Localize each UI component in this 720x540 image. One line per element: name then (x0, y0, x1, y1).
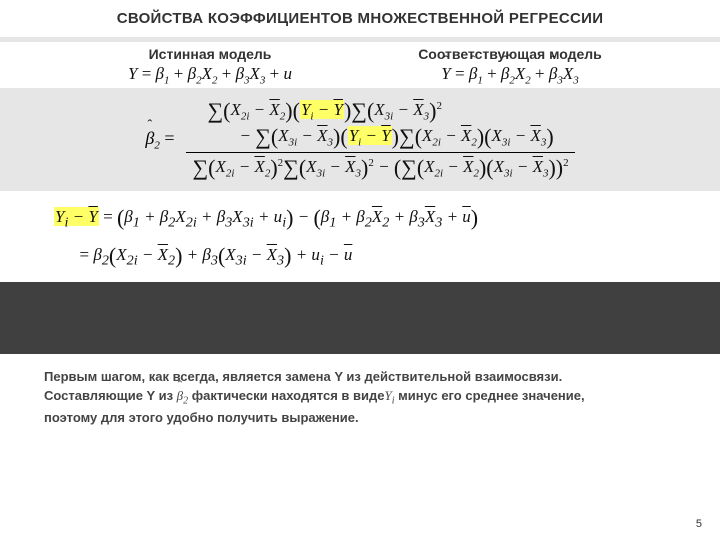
fitted-model-col: Соответствующая модель Y = β1 + β2X2 + β… (360, 46, 660, 86)
caption: Первым шагом, как всегда, является замен… (0, 354, 720, 428)
caption-line2b: фактически находятся в виде (188, 388, 384, 403)
page-number: 5 (696, 518, 702, 530)
caption-line1: Первым шагом, как всегда, является замен… (44, 369, 562, 384)
fitted-model-equation: Y = β1 + β2X2 + β3X3 (360, 64, 660, 86)
true-model-col: Истинная модель Y = β1 + β2X2 + β3X3 + u (60, 46, 360, 86)
beta2-band: β2 = ∑(X2i − X2)(Yi − Y)∑(X3i − X3)2 − ∑… (0, 88, 720, 191)
caption-line3: поэтому для этого удобно получить выраже… (44, 410, 359, 425)
models-row: Истинная модель Y = β1 + β2X2 + β3X3 + u… (0, 42, 720, 88)
true-model-heading: Истинная модель (60, 46, 360, 62)
beta2-lhs: β2 = (145, 128, 174, 152)
derivation: Yi − Y = (β1 + β2X2i + β3X3i + ui) − (β1… (0, 191, 720, 278)
caption-line2c: минус его среднее значение, (395, 388, 585, 403)
caption-beta: β2 (177, 388, 188, 403)
dark-band (0, 282, 720, 354)
beta2-fraction: ∑(X2i − X2)(Yi − Y)∑(X3i − X3)2 − ∑(X3i … (186, 96, 574, 183)
fitted-model-heading: Соответствующая модель (360, 46, 660, 62)
caption-line2a: Составляющие Y из (44, 388, 177, 403)
beta2-numerator: ∑(X2i − X2)(Yi − Y)∑(X3i − X3)2 − ∑(X3i … (201, 96, 559, 152)
true-model-equation: Y = β1 + β2X2 + β3X3 + u (60, 64, 360, 86)
beta2-denominator: ∑(X2i − X2)2∑(X3i − X3)2 − (∑(X2i − X2)(… (186, 153, 574, 183)
slide-title: СВОЙСТВА КОЭФФИЦИЕНТОВ МНОЖЕСТВЕННОЙ РЕГ… (0, 0, 720, 27)
caption-yi: Yi (384, 388, 394, 403)
